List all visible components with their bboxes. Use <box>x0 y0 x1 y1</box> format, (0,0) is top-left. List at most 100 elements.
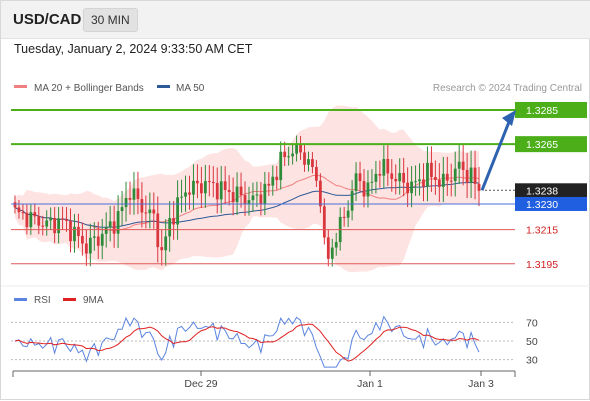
candle <box>184 175 187 212</box>
candle-body <box>37 216 41 226</box>
candle <box>267 172 271 197</box>
candle <box>271 165 275 196</box>
candle-body <box>148 209 152 214</box>
candle-body <box>92 236 96 238</box>
candle <box>295 135 298 162</box>
candle-body <box>295 144 298 154</box>
ma20-legend-swatch <box>14 85 27 88</box>
candle <box>342 206 346 227</box>
candle <box>398 158 402 195</box>
level-resistance: 1.3285 <box>11 101 587 118</box>
candle <box>477 166 481 207</box>
price-panel <box>13 135 481 267</box>
candle-body <box>88 237 92 254</box>
candle-body <box>136 188 140 200</box>
resistance-label: 1.3265 <box>526 139 558 151</box>
candle-body <box>434 177 437 180</box>
candle-body <box>445 173 449 181</box>
candle-body <box>104 227 108 234</box>
candle-body <box>406 182 410 194</box>
candle <box>469 150 473 199</box>
candle <box>418 163 421 196</box>
candle-body <box>362 181 366 197</box>
candle <box>49 207 53 230</box>
candle <box>437 163 441 202</box>
candle-body <box>176 197 179 225</box>
candle-body <box>180 196 183 198</box>
candle-body <box>418 179 421 182</box>
candle-body <box>414 181 417 183</box>
candle-body <box>231 192 235 203</box>
timeframe-button[interactable]: 30 MIN <box>83 8 138 32</box>
candle-body <box>410 181 413 194</box>
candle-body <box>144 212 148 214</box>
candle <box>132 171 136 215</box>
candle <box>148 192 152 229</box>
candle-body <box>53 217 57 234</box>
candle-body <box>243 195 247 204</box>
candle <box>287 146 291 166</box>
candle-body <box>13 202 17 208</box>
level-last: 1.3238 <box>485 183 587 198</box>
candle-body <box>203 181 207 194</box>
candle-body <box>426 162 429 187</box>
ma20-legend-label: MA 20 + Bollinger Bands <box>34 83 144 94</box>
candle-body <box>386 158 390 174</box>
candle-body <box>116 211 120 234</box>
price-levels: 1.3285 1.3265 1.3238 1.3230 1.3215 1.3195 <box>11 101 587 271</box>
candle-body <box>303 152 306 165</box>
candle-body <box>41 225 45 227</box>
candle <box>251 182 255 212</box>
candle <box>13 195 17 214</box>
candle-body <box>156 213 160 248</box>
candle <box>374 160 378 194</box>
candle <box>457 144 461 185</box>
candle-body <box>263 183 267 205</box>
candle <box>259 182 263 216</box>
pivot-label: 1.3230 <box>526 199 558 211</box>
rsi-tick-label: 30 <box>526 355 538 367</box>
candle-body <box>29 212 33 228</box>
candle-body <box>200 183 203 194</box>
rsi-legend-swatch <box>14 298 27 301</box>
candle <box>172 201 176 240</box>
candle <box>426 146 429 202</box>
candle <box>303 144 306 172</box>
candle-body <box>465 169 469 183</box>
candle-body <box>77 226 80 236</box>
candle-body <box>422 179 425 187</box>
candle-body <box>279 151 283 181</box>
candle <box>120 190 124 226</box>
candle-body <box>441 173 445 187</box>
ma50-legend-label: MA 50 <box>176 83 205 94</box>
candle-body <box>112 221 116 234</box>
candle-body <box>17 207 21 213</box>
rsi-line <box>14 315 480 368</box>
candle <box>358 161 362 192</box>
candle-body <box>96 236 100 246</box>
candle <box>168 201 172 252</box>
candle-body <box>374 173 378 182</box>
candle-body <box>172 218 176 225</box>
candle <box>378 160 382 188</box>
candle <box>180 179 183 213</box>
candle-body <box>287 156 291 158</box>
candle <box>61 206 64 230</box>
candle-body <box>235 186 239 203</box>
candle-body <box>124 197 128 208</box>
candle-body <box>81 235 84 244</box>
candle-body <box>61 218 64 220</box>
candle <box>112 205 116 248</box>
last-price-box <box>515 183 587 198</box>
candle <box>211 166 215 198</box>
candle <box>441 156 445 203</box>
chart-header: USD/CAD 30 MIN <box>1 1 590 39</box>
candle <box>84 229 88 266</box>
ma50-legend-swatch <box>157 85 170 88</box>
x-tick-label: Jan 1 <box>357 378 383 390</box>
candle-body <box>346 210 350 218</box>
ma50-line <box>14 182 480 228</box>
candle <box>65 207 68 232</box>
candle <box>461 144 465 186</box>
